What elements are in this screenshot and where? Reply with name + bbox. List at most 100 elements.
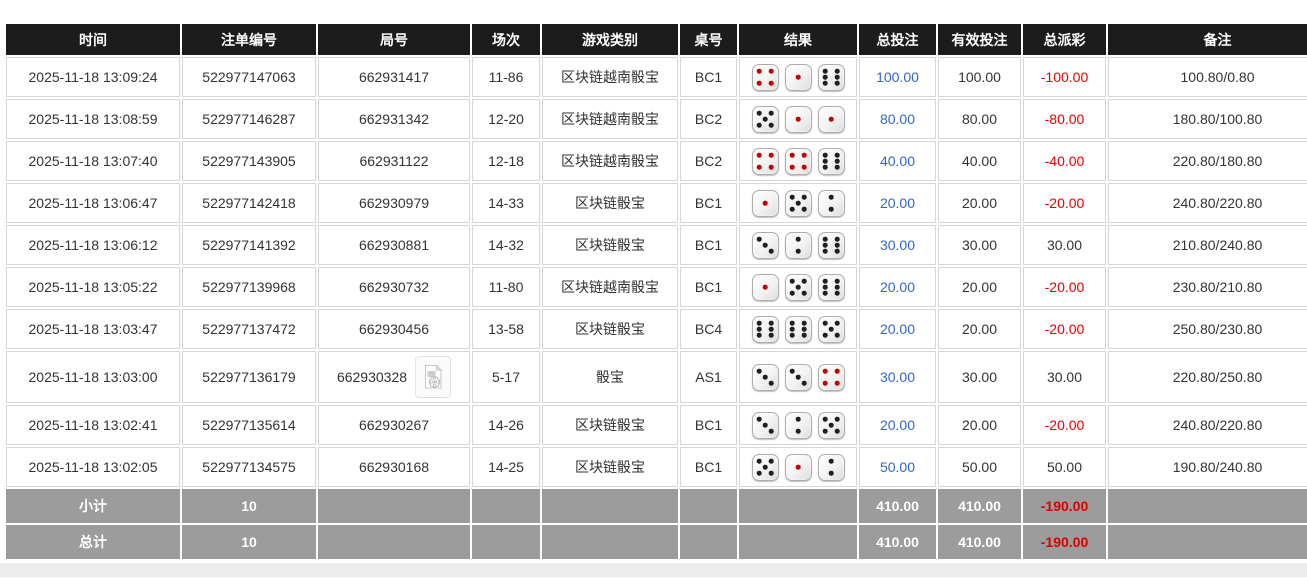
cell-total-bet[interactable]: 20.00 [859,267,936,307]
cell-session: 5-17 [472,351,540,403]
die-5-icon [817,315,845,343]
cell-round-id: 662930168 [318,447,470,487]
cell-round-id: 662930979 [318,183,470,223]
cell-bet-id: 522977142418 [182,183,316,223]
cell-total-payout: -20.00 [1023,405,1106,445]
dice-result [751,231,845,259]
die-3-icon [751,363,779,391]
cell-time: 2025-11-18 13:08:59 [6,99,180,139]
cell-total-bet[interactable]: 30.00 [859,351,936,403]
cell-session: 14-33 [472,183,540,223]
die-4-icon [751,147,779,175]
cell-bet-id: 522977147063 [182,57,316,97]
cell-total-bet[interactable]: 20.00 [859,405,936,445]
cell-total-bet[interactable]: 100.00 [859,57,936,97]
table-row: 2025-11-18 13:08:59 522977146287 662931342… [6,99,1307,139]
header-row: 时间 注单编号 局号 场次 游戏类别 桌号 结果 总投注 有效投注 总派彩 备注 [6,24,1307,55]
table-row: 2025-11-18 13:03:47 522977137472 662930456… [6,309,1307,349]
cell-game-type: 区块链越南骰宝 [542,267,678,307]
cell-total-bet[interactable]: 20.00 [859,309,936,349]
die-6-icon [817,273,845,301]
col-header-total-payout: 总派彩 [1023,24,1106,55]
cell-valid-bet: 30.00 [938,351,1021,403]
summary-empty-result [739,525,857,559]
cell-table-no: BC1 [680,57,737,97]
die-6-icon [817,147,845,175]
summary-total-bet: 410.00 [859,489,936,523]
table-row: 2025-11-18 13:07:40 522977143905 662931122… [6,141,1307,181]
cell-remark: 100.80/0.80 [1108,57,1307,97]
bet-records-table: 时间 注单编号 局号 场次 游戏类别 桌号 结果 总投注 有效投注 总派彩 备注… [4,22,1307,561]
die-6-icon [817,63,845,91]
cell-remark: 250.80/230.80 [1108,309,1307,349]
die-6-icon [784,315,812,343]
cell-session: 13-58 [472,309,540,349]
cell-total-payout: -80.00 [1023,99,1106,139]
cell-remark: 240.80/220.80 [1108,183,1307,223]
cell-game-type: 区块链骰宝 [542,309,678,349]
cell-round-id: 662930732 [318,267,470,307]
cell-time: 2025-11-18 13:02:41 [6,405,180,445]
cell-time: 2025-11-18 13:03:00 [6,351,180,403]
table-row: 2025-11-18 13:02:05 522977134575 662930168… [6,447,1307,487]
summary-label: 总计 [6,525,180,559]
video-replay-icon[interactable] [415,356,452,398]
cell-total-bet[interactable]: 50.00 [859,447,936,487]
subtotal-row: 小计 10 410.00 410.00 -190.00 [6,489,1307,523]
cell-valid-bet: 40.00 [938,141,1021,181]
die-1-icon [751,189,779,217]
cell-time: 2025-11-18 13:05:22 [6,267,180,307]
die-2-icon [817,189,845,217]
cell-session: 12-18 [472,141,540,181]
cell-game-type: 区块链骰宝 [542,183,678,223]
die-3-icon [751,411,779,439]
cell-bet-id: 522977139968 [182,267,316,307]
summary-empty-remark [1108,525,1307,559]
cell-total-payout: -100.00 [1023,57,1106,97]
col-header-total-bet: 总投注 [859,24,936,55]
cell-time: 2025-11-18 13:09:24 [6,57,180,97]
cell-remark: 220.80/180.80 [1108,141,1307,181]
cell-round-id: 662930881 [318,225,470,265]
cell-session: 14-25 [472,447,540,487]
summary-total-bet: 410.00 [859,525,936,559]
cell-bet-id: 522977137472 [182,309,316,349]
cell-session: 11-86 [472,57,540,97]
cell-bet-id: 522977143905 [182,141,316,181]
die-1-icon [751,273,779,301]
cell-total-bet[interactable]: 80.00 [859,99,936,139]
table-row: 2025-11-18 13:09:24 522977147063 662931417… [6,57,1307,97]
col-header-remark: 备注 [1108,24,1307,55]
table-row: 2025-11-18 13:03:00 522977136179 662930328… [6,351,1307,403]
cell-total-payout: -20.00 [1023,183,1106,223]
summary-valid-bet: 410.00 [938,489,1021,523]
cell-bet-id: 522977146287 [182,99,316,139]
summary-empty-game-type [542,525,678,559]
table-row: 2025-11-18 13:02:41 522977135614 662930267… [6,405,1307,445]
die-3-icon [784,363,812,391]
cell-game-type: 区块链骰宝 [542,225,678,265]
round-id-text: 662930456 [358,321,430,337]
round-id-text: 662930328 [336,369,408,385]
die-3-icon [751,231,779,259]
cell-round-id: 662930456 [318,309,470,349]
cell-result [739,405,857,445]
cell-result [739,309,857,349]
cell-time: 2025-11-18 13:02:05 [6,447,180,487]
table-row: 2025-11-18 13:06:12 522977141392 662930881… [6,225,1307,265]
cell-remark: 240.80/220.80 [1108,405,1307,445]
cell-total-bet[interactable]: 40.00 [859,141,936,181]
col-header-round-id: 局号 [318,24,470,55]
round-id-text: 662930881 [358,237,430,253]
cell-total-bet[interactable]: 30.00 [859,225,936,265]
die-5-icon [784,273,812,301]
cell-valid-bet: 100.00 [938,57,1021,97]
die-2-icon [784,231,812,259]
die-6-icon [817,231,845,259]
cell-table-no: BC1 [680,183,737,223]
cell-table-no: BC1 [680,447,737,487]
cell-remark: 180.80/100.80 [1108,99,1307,139]
cell-valid-bet: 50.00 [938,447,1021,487]
cell-total-bet[interactable]: 20.00 [859,183,936,223]
die-4-icon [751,63,779,91]
